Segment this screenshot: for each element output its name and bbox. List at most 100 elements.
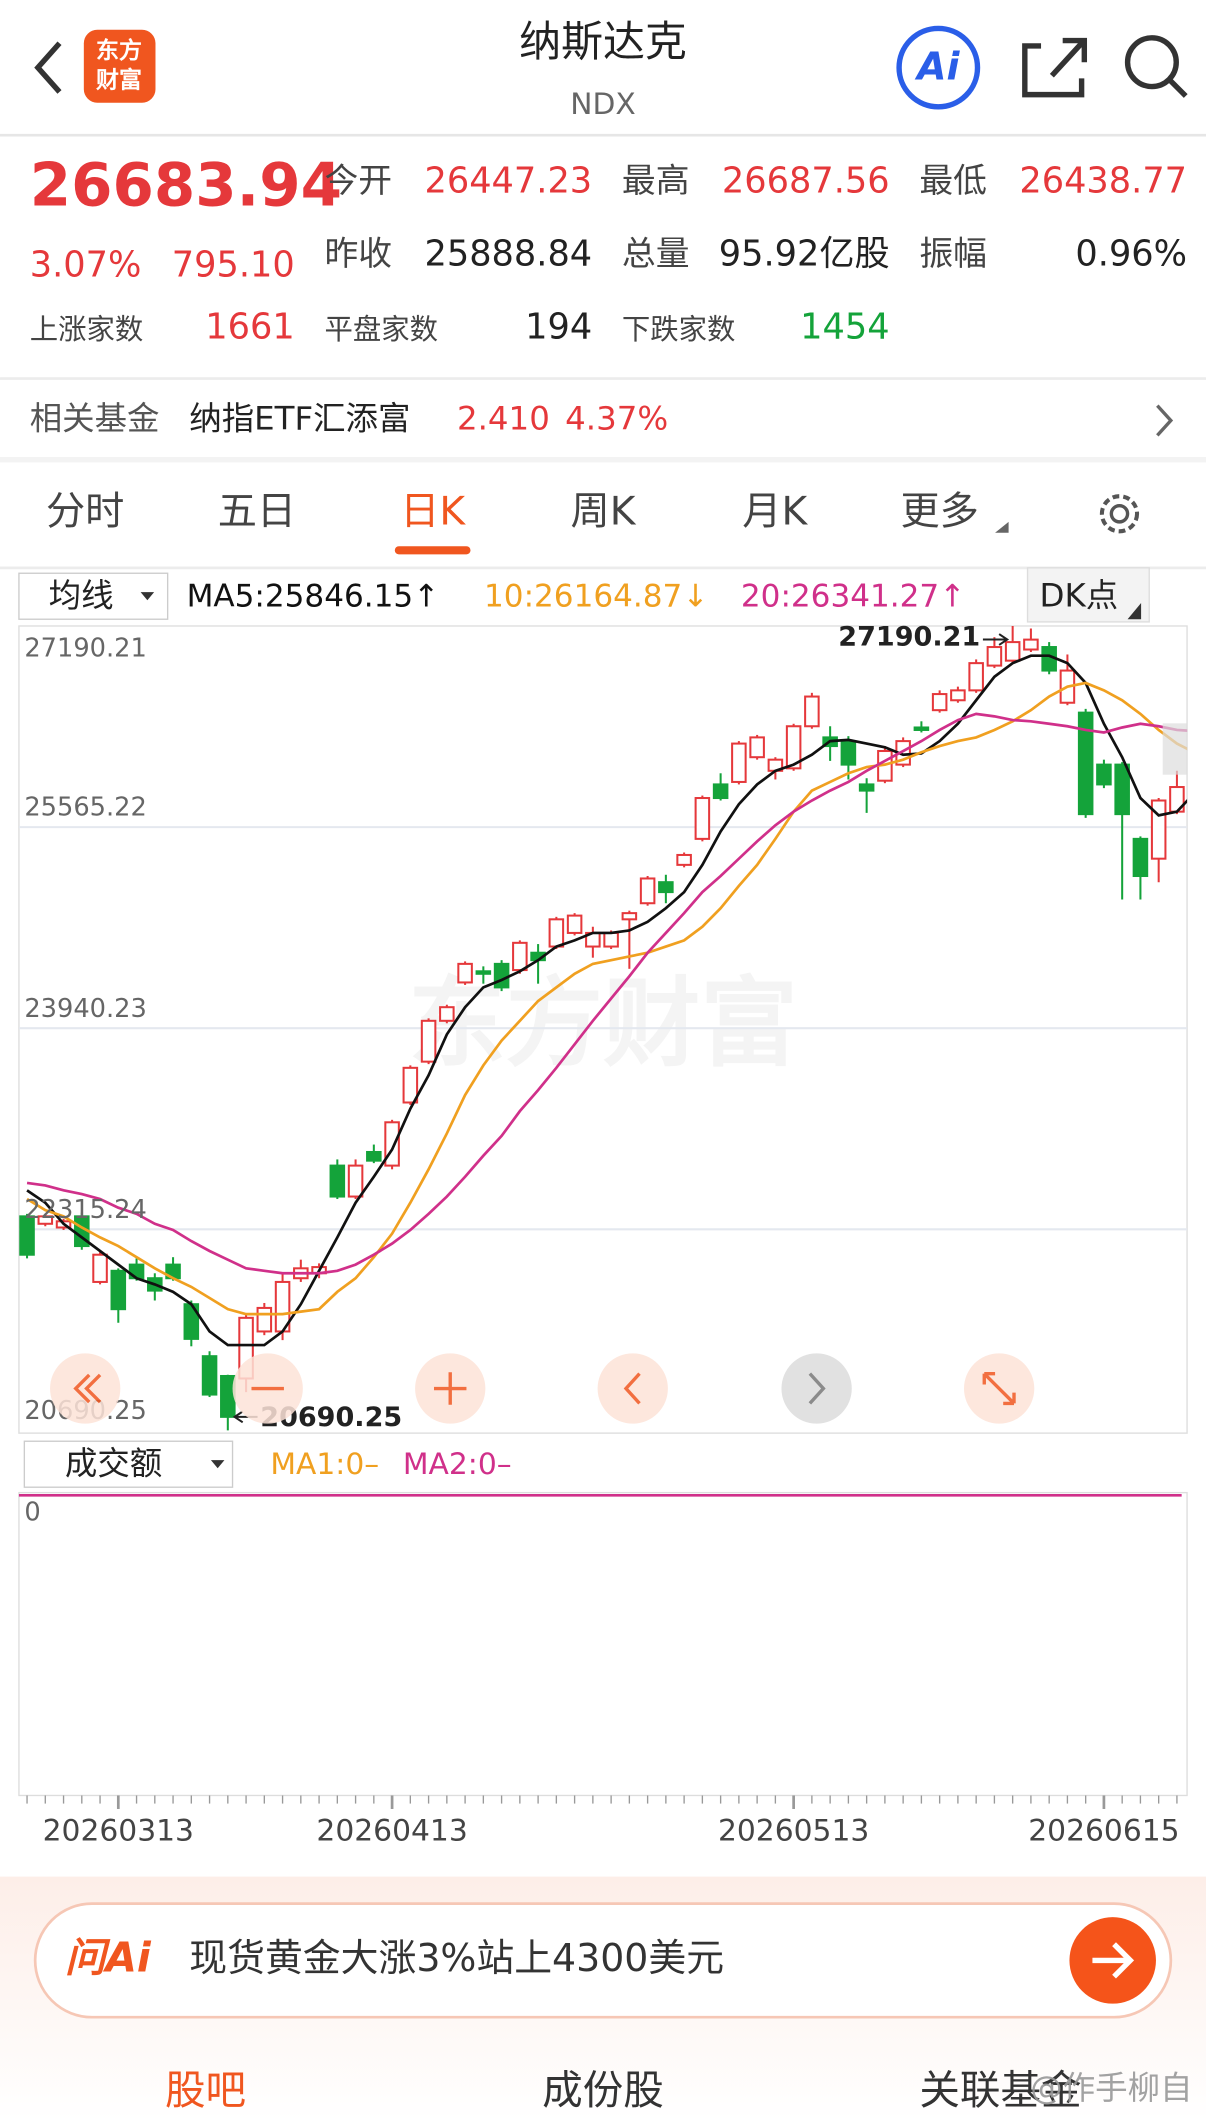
dk-text: DK点 (1040, 577, 1119, 615)
nav-icon (73, 1373, 102, 1404)
nav-icon (982, 1371, 1016, 1406)
tab-underline (394, 546, 471, 555)
candle-body (1023, 638, 1039, 651)
y-tick-label: 27190.21 (24, 633, 146, 663)
candle-body (329, 1164, 346, 1198)
tab[interactable]: 月K (742, 489, 808, 534)
search-icon[interactable] (1124, 35, 1179, 90)
stat-value: 194 (525, 307, 592, 348)
indicator-select[interactable] (18, 572, 169, 620)
candle-body (749, 736, 765, 759)
code: NDX (570, 87, 636, 122)
tab[interactable]: 五日 (218, 489, 296, 534)
nav-button[interactable] (781, 1353, 852, 1424)
stat-value: 0.96% (1075, 234, 1187, 275)
stat-label: 今开 (324, 161, 392, 200)
ai-prompt: 现货黄金大涨3%站上4300美元 (189, 1936, 724, 1980)
nav-icon (808, 1372, 826, 1405)
stat-label: 上涨家数 (30, 313, 144, 346)
share-icon[interactable] (1022, 37, 1088, 98)
scroll-handle[interactable] (1162, 723, 1188, 775)
legend-entry: 20:26341.27↑ (741, 579, 965, 615)
candle-body (1096, 763, 1112, 786)
stat-value: 26687.56 (722, 161, 890, 202)
x-tick-label: 20260413 (316, 1813, 467, 1848)
stat-value: 1454 (800, 307, 889, 348)
candle-body (986, 646, 1003, 667)
candle-body (840, 740, 857, 766)
candle-body (220, 1374, 236, 1418)
divider (0, 456, 1206, 463)
logo (83, 29, 156, 103)
candle-body (19, 1215, 35, 1256)
candle-body (37, 1215, 54, 1225)
candle-body (913, 726, 930, 731)
x-tick-label: 20260615 (1028, 1813, 1179, 1848)
candle-body (566, 914, 583, 934)
candle-body (968, 662, 984, 692)
annotation-arrow (232, 1410, 244, 1424)
bottom-tab[interactable]: 成份股 (542, 2066, 664, 2114)
candle-body (950, 689, 966, 702)
volume-tick: 0 (24, 1497, 40, 1527)
stat-label: 下跌家数 (622, 313, 736, 346)
stat-value: 1661 (205, 307, 294, 348)
stat-label: 最低 (919, 161, 987, 200)
fund-name[interactable]: 纳指ETF汇添富 (189, 399, 410, 437)
volume-select[interactable] (23, 1440, 234, 1488)
settings-icon (1109, 503, 1130, 524)
volume-frame (18, 1491, 1188, 1797)
candle-body (366, 1150, 382, 1162)
candle-body (621, 912, 638, 921)
legend: MA5:25846.15↑ 10:26164.87↓ 20:26341.27↑ (187, 579, 966, 615)
settings-icon[interactable] (1099, 494, 1140, 534)
candle-body (402, 1066, 419, 1104)
tab[interactable]: 周K (571, 489, 637, 534)
chevron[interactable] (1156, 404, 1174, 437)
legend-entry: 10:26164.87↓ (484, 579, 708, 615)
change: 795.10 (172, 244, 295, 285)
credit: @作手柳自 (1030, 2069, 1192, 2107)
nav-button[interactable] (597, 1353, 668, 1424)
candle-body (347, 1164, 364, 1198)
ai-button[interactable] (896, 25, 981, 110)
ma-line (26, 681, 1188, 1316)
fund-change: 4.37% (565, 399, 668, 437)
ai-bar[interactable] (33, 1902, 1173, 2019)
ai-send-icon (1092, 1942, 1135, 1979)
candle-body (1114, 763, 1130, 816)
stat-label: 振幅 (919, 234, 987, 273)
ma-line (26, 712, 1188, 1275)
tab-active[interactable]: 日K (400, 489, 466, 534)
candle-body (639, 877, 656, 905)
title: 纳斯达克 (519, 17, 687, 66)
nav-icon (623, 1372, 641, 1405)
ma-line (26, 654, 1188, 1347)
stat-value: 26447.23 (424, 161, 592, 202)
candle-body (603, 931, 619, 948)
dropdown-caret (210, 1460, 225, 1469)
logo-text: 东方 (96, 37, 142, 64)
back-icon[interactable] (34, 41, 62, 94)
candle-body (201, 1355, 218, 1396)
stat-label: 平盘家数 (324, 313, 438, 346)
stat-value: 26438.77 (1019, 161, 1187, 202)
volume-legend: MA2:0– (403, 1447, 512, 1482)
bottom-tab[interactable]: 关联基金 (919, 2066, 1081, 2114)
candle-body (110, 1269, 127, 1311)
y-tick-label: 22315.24 (24, 1195, 146, 1225)
nav-buttons (50, 1353, 1035, 1424)
legend-entry: MA5:25846.15↑ (187, 579, 440, 615)
dk-button[interactable] (1026, 567, 1150, 623)
bottom-tab[interactable]: 股吧 (165, 2066, 246, 2114)
grid (18, 826, 1188, 1231)
candle-body (475, 970, 492, 975)
candle-body (512, 941, 528, 972)
stat-value: 95.92亿股 (719, 234, 890, 275)
candle-body (676, 853, 692, 866)
tab[interactable]: 更多 (900, 489, 978, 534)
candle-body (256, 1306, 273, 1333)
tab[interactable]: 分时 (46, 489, 124, 534)
